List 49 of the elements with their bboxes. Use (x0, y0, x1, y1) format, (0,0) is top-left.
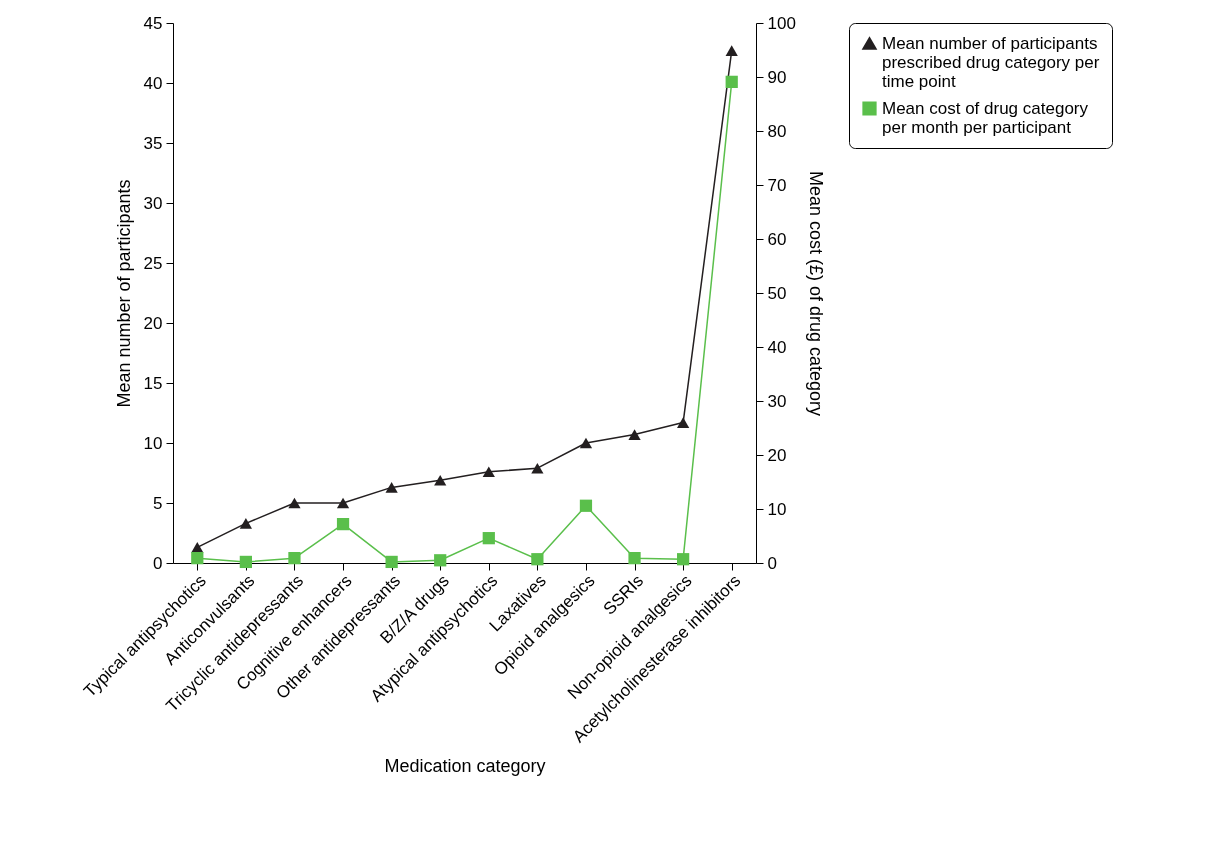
y-axis-title: Mean number of participants (113, 179, 134, 408)
y-tick-label: 0 (153, 553, 163, 573)
point (239, 518, 252, 529)
point (677, 417, 690, 428)
x-axis-title: Medication category (384, 755, 546, 776)
point (191, 552, 204, 565)
point (434, 554, 447, 567)
point (725, 75, 738, 88)
y2-tick-label: 30 (767, 391, 787, 411)
point (288, 497, 301, 509)
y2-tick-label: 60 (767, 229, 787, 249)
point (385, 482, 398, 493)
y-tick-label: 30 (143, 193, 163, 213)
y2-tick-label: 10 (767, 499, 787, 519)
point (336, 518, 350, 531)
y-tick-label: 15 (143, 373, 163, 393)
legend-label: Mean number of participants prescribed drug category per time point (882, 33, 1100, 91)
y-tick-label: 45 (143, 13, 163, 33)
y-tick-label: 35 (143, 133, 163, 153)
point (531, 553, 544, 566)
point (579, 437, 593, 449)
point (288, 552, 301, 565)
point (482, 532, 495, 545)
point (677, 553, 690, 566)
y2-tick-label: 70 (767, 175, 787, 195)
point (385, 555, 398, 569)
point (579, 499, 593, 512)
y2-tick-label: 40 (767, 337, 787, 357)
point (482, 466, 495, 478)
y2-tick-label: 80 (767, 121, 787, 141)
point (725, 45, 738, 56)
y2-tick-label: 20 (767, 445, 787, 465)
y-tick-label: 25 (143, 253, 163, 273)
y2-tick-label: 100 (767, 13, 796, 33)
y-tick-label: 10 (143, 433, 163, 453)
y2-axis-title: Mean cost (£) of drug category (805, 170, 826, 417)
point (239, 555, 252, 569)
legend-label: Mean cost of drug category per month per participant (882, 98, 1089, 137)
y2-tick-label: 90 (767, 67, 787, 87)
y2-tick-label: 0 (767, 553, 777, 573)
point (628, 429, 641, 440)
y-tick-label: 5 (153, 493, 163, 513)
y-tick-label: 20 (143, 313, 163, 333)
point (336, 497, 350, 509)
point (531, 462, 544, 474)
y-tick-label: 40 (143, 73, 163, 93)
point (434, 474, 447, 486)
y2-tick-label: 50 (767, 283, 787, 303)
point (628, 552, 641, 565)
